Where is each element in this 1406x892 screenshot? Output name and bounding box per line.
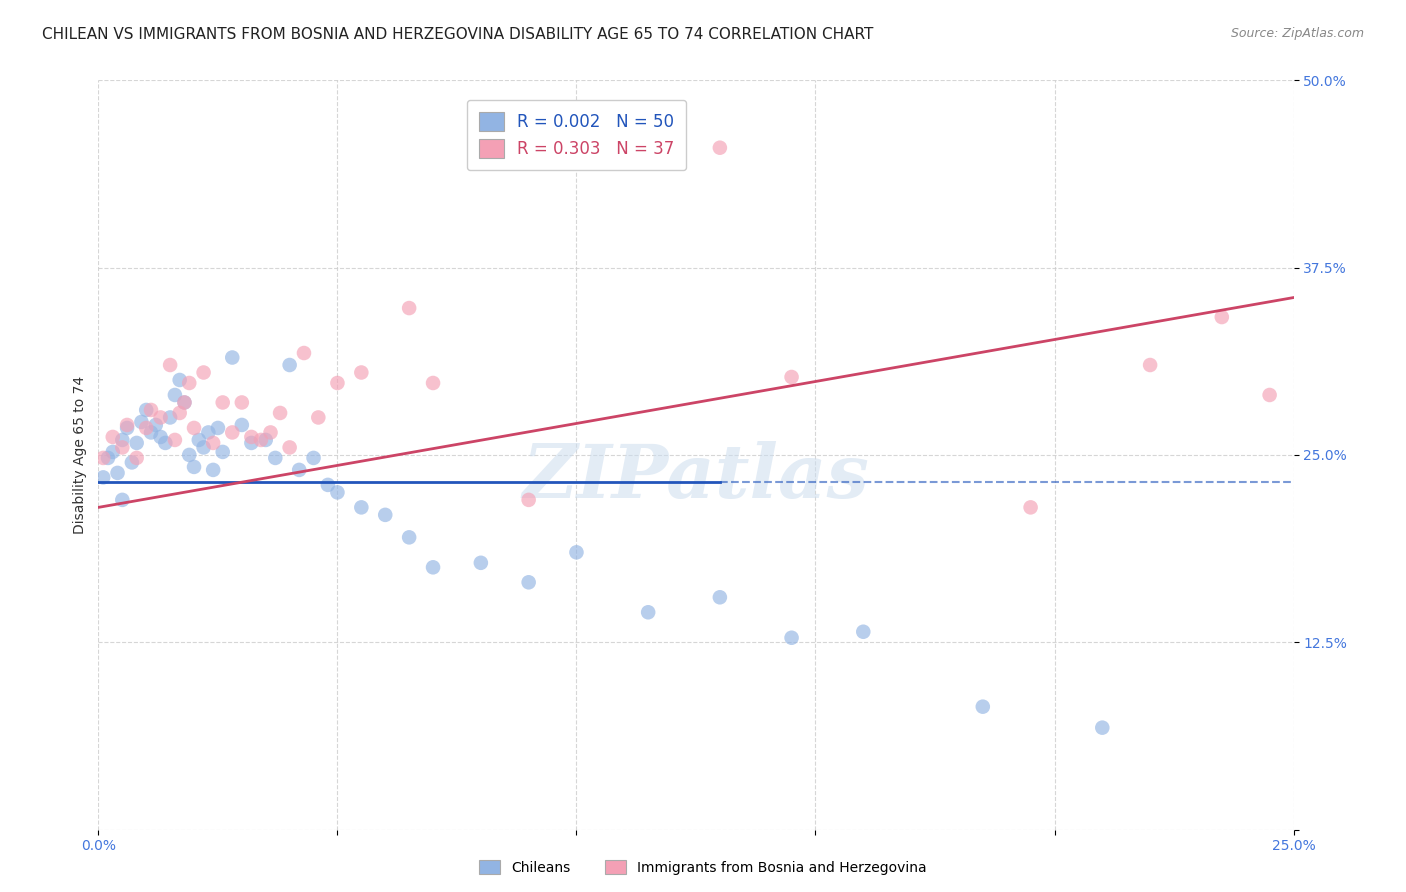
Point — [115, 417, 138, 432]
Point — [131, 415, 153, 429]
Point — [350, 500, 373, 515]
Point — [250, 433, 273, 447]
Point — [259, 425, 281, 440]
Point — [173, 395, 195, 409]
Point — [169, 406, 191, 420]
Legend: Chileans, Immigrants from Bosnia and Herzegovina: Chileans, Immigrants from Bosnia and Her… — [474, 855, 932, 880]
Point — [115, 421, 138, 435]
Point — [264, 450, 287, 465]
Point — [709, 591, 731, 605]
Point — [221, 425, 243, 440]
Point — [101, 445, 124, 459]
Point — [183, 459, 205, 474]
Point — [125, 450, 148, 465]
Y-axis label: Disability Age 65 to 74: Disability Age 65 to 74 — [73, 376, 87, 534]
Point — [278, 441, 301, 455]
Point — [517, 575, 540, 590]
Point — [350, 366, 373, 380]
Point — [91, 450, 114, 465]
Point — [111, 433, 134, 447]
Point — [288, 463, 311, 477]
Point — [145, 417, 167, 432]
Point — [517, 492, 540, 507]
Point — [1211, 310, 1233, 324]
Point — [193, 366, 215, 380]
Point — [111, 492, 134, 507]
Point — [221, 351, 243, 365]
Point — [207, 421, 229, 435]
Point — [135, 403, 157, 417]
Point — [107, 466, 129, 480]
Point — [307, 410, 329, 425]
Point — [97, 450, 120, 465]
Point — [183, 421, 205, 435]
Point — [565, 545, 588, 559]
Point — [211, 445, 233, 459]
Point — [709, 141, 731, 155]
Point — [101, 430, 124, 444]
Point — [1019, 500, 1042, 515]
Point — [278, 358, 301, 372]
Point — [422, 376, 444, 390]
Point — [254, 433, 277, 447]
Point — [316, 478, 339, 492]
Point — [398, 301, 420, 315]
Point — [125, 436, 148, 450]
Point — [135, 421, 157, 435]
Point — [193, 441, 215, 455]
Text: CHILEAN VS IMMIGRANTS FROM BOSNIA AND HERZEGOVINA DISABILITY AGE 65 TO 74 CORREL: CHILEAN VS IMMIGRANTS FROM BOSNIA AND HE… — [42, 27, 873, 42]
Point — [202, 436, 225, 450]
Point — [211, 395, 233, 409]
Point — [179, 376, 201, 390]
Point — [637, 605, 659, 619]
Point — [326, 485, 349, 500]
Point — [374, 508, 396, 522]
Point — [163, 433, 186, 447]
Point — [149, 410, 172, 425]
Point — [780, 370, 803, 384]
Point — [91, 470, 114, 484]
Point — [149, 430, 172, 444]
Point — [780, 631, 803, 645]
Point — [155, 436, 177, 450]
Point — [187, 433, 209, 447]
Point — [852, 624, 875, 639]
Point — [173, 395, 195, 409]
Point — [1139, 358, 1161, 372]
Point — [326, 376, 349, 390]
Point — [159, 410, 181, 425]
Point — [139, 425, 162, 440]
Point — [470, 556, 492, 570]
Point — [202, 463, 225, 477]
Text: Source: ZipAtlas.com: Source: ZipAtlas.com — [1230, 27, 1364, 40]
Point — [1258, 388, 1281, 402]
Point — [422, 560, 444, 574]
Point — [159, 358, 181, 372]
Point — [231, 417, 253, 432]
Point — [269, 406, 291, 420]
Point — [240, 436, 263, 450]
Point — [1091, 721, 1114, 735]
Point — [302, 450, 325, 465]
Point — [139, 403, 162, 417]
Point — [292, 346, 315, 360]
Point — [231, 395, 253, 409]
Point — [121, 455, 143, 469]
Legend: R = 0.002   N = 50, R = 0.303   N = 37: R = 0.002 N = 50, R = 0.303 N = 37 — [467, 100, 686, 170]
Point — [972, 699, 994, 714]
Point — [197, 425, 219, 440]
Text: ZIPatlas: ZIPatlas — [523, 442, 869, 514]
Point — [240, 430, 263, 444]
Point — [169, 373, 191, 387]
Point — [398, 530, 420, 544]
Point — [179, 448, 201, 462]
Point — [163, 388, 186, 402]
Point — [111, 441, 134, 455]
